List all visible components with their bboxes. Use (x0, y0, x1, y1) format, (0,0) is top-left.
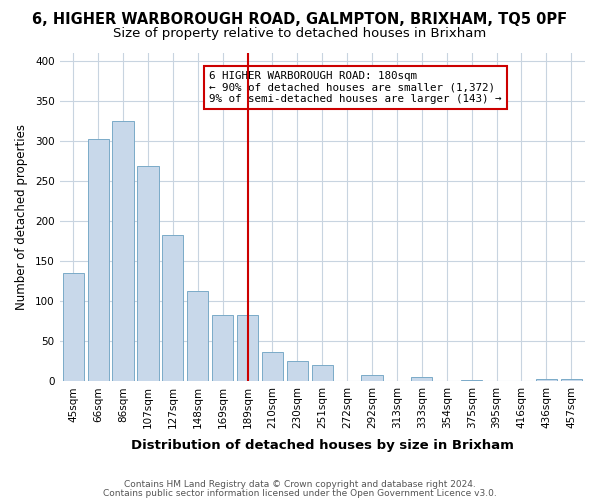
Bar (162, 234, 184, 382)
X-axis label: Distribution of detached houses by size in Brixham: Distribution of detached houses by size … (131, 440, 514, 452)
Bar (212, 315, 233, 382)
Text: 6, HIGHER WARBOROUGH ROAD, GALMPTON, BRIXHAM, TQ5 0PF: 6, HIGHER WARBOROUGH ROAD, GALMPTON, BRI… (32, 12, 568, 28)
Text: 6 HIGHER WARBOROUGH ROAD: 180sqm
← 90% of detached houses are smaller (1,372)
9%: 6 HIGHER WARBOROUGH ROAD: 180sqm ← 90% o… (209, 70, 502, 104)
Bar (187, 291, 208, 382)
Bar (412, 378, 433, 382)
Bar (361, 375, 383, 382)
Bar (536, 379, 557, 382)
Bar (561, 379, 582, 382)
Bar (62, 273, 84, 382)
Bar (237, 315, 258, 382)
Text: Contains public sector information licensed under the Open Government Licence v3: Contains public sector information licen… (103, 489, 497, 498)
Bar (311, 366, 333, 382)
Bar (461, 380, 482, 382)
Bar (137, 166, 158, 382)
Bar (262, 352, 283, 382)
Bar (112, 120, 134, 382)
Bar (287, 362, 308, 382)
Y-axis label: Number of detached properties: Number of detached properties (15, 124, 28, 310)
Text: Contains HM Land Registry data © Crown copyright and database right 2024.: Contains HM Land Registry data © Crown c… (124, 480, 476, 489)
Text: Size of property relative to detached houses in Brixham: Size of property relative to detached ho… (113, 28, 487, 40)
Bar (88, 139, 109, 382)
